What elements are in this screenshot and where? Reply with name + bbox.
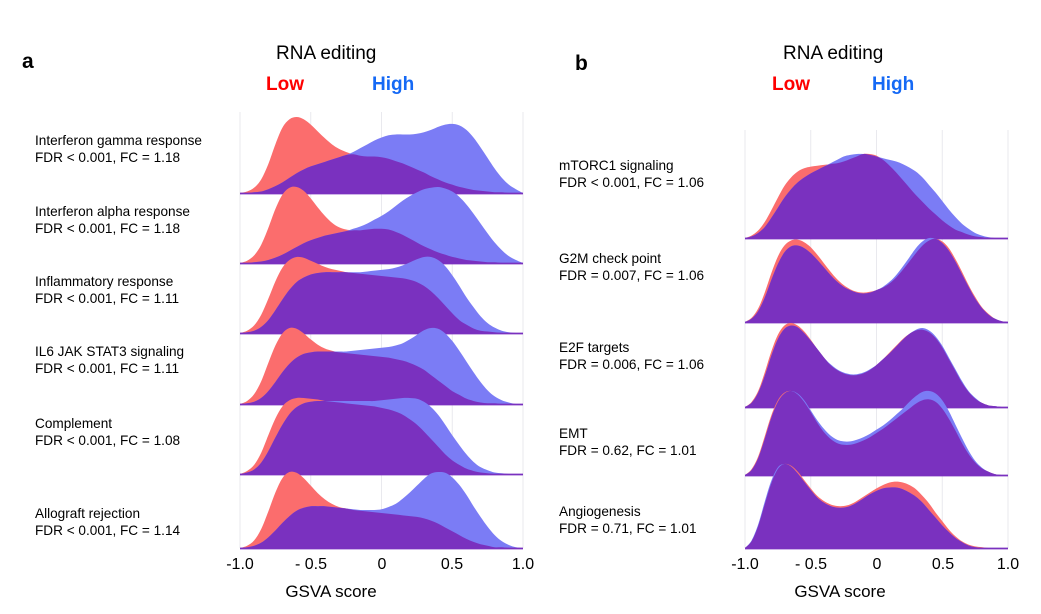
panel-b-legend-title: RNA editing <box>783 43 884 64</box>
panel-a-x-axis-label: GSVA score <box>285 582 377 601</box>
row-name: Inflammatory response <box>35 274 174 289</box>
row-label-4: Angiogenesis FDR = 0.71, FC = 1.01 <box>559 503 697 537</box>
panel-b-letter: b <box>575 52 588 75</box>
panel-a: a RNA editing Low High Interferon gamma … <box>22 43 535 601</box>
density-overlap <box>240 154 523 194</box>
ridge-1 <box>240 186 523 265</box>
panel-a-legend-high: High <box>372 74 415 95</box>
row-stats: FDR < 0.001, FC = 1.08 <box>35 433 181 448</box>
row-stats: FDR < 0.001, FC = 1.14 <box>35 523 181 538</box>
x-tick-1: - 0.5 <box>794 556 828 573</box>
row-name: EMT <box>559 426 588 441</box>
density-overlap <box>240 228 523 264</box>
row-name: IL6 JAK STAT3 signaling <box>35 344 185 359</box>
row-stats: FDR = 0.007, FC = 1.06 <box>559 268 705 283</box>
ridge-5 <box>240 471 523 550</box>
panel-a-legend-low: Low <box>266 74 304 95</box>
panel-b-legend-high: High <box>872 74 915 95</box>
row-name: E2F targets <box>559 340 630 355</box>
row-stats: FDR < 0.001, FC = 1.11 <box>35 291 180 306</box>
density-overlap <box>745 153 1008 239</box>
row-stats: FDR = 0.006, FC = 1.06 <box>559 357 705 372</box>
x-tick-3: 0.5 <box>440 556 464 573</box>
row-label-2: Inflammatory response FDR < 0.001, FC = … <box>35 273 179 307</box>
row-stats: FDR < 0.001, FC = 1.06 <box>559 175 705 190</box>
ridge-4 <box>240 397 523 476</box>
ridge-0 <box>745 153 1008 240</box>
row-label-4: Complement FDR < 0.001, FC = 1.08 <box>35 415 180 449</box>
row-label-2: E2F targets FDR = 0.006, FC = 1.06 <box>559 339 704 373</box>
ridge-2 <box>745 323 1008 409</box>
panel-a-ridgeline-chart <box>239 112 524 550</box>
density-overlap <box>745 463 995 549</box>
row-name: Allograft rejection <box>35 506 141 521</box>
row-name: Interferon alpha response <box>35 204 190 219</box>
row-label-1: G2M check point FDR = 0.007, FC = 1.06 <box>559 250 704 284</box>
row-name: mTORC1 signaling <box>559 158 674 173</box>
row-stats: FDR = 0.71, FC = 1.01 <box>559 521 697 536</box>
x-tick-4: 1.0 <box>511 556 535 573</box>
panel-b-legend-low: Low <box>772 74 810 95</box>
row-label-3: IL6 JAK STAT3 signaling FDR < 0.001, FC … <box>35 343 184 377</box>
ridge-0 <box>240 117 523 195</box>
density-overlap <box>240 400 523 475</box>
ridge-1 <box>745 237 1008 324</box>
ridge-4 <box>745 463 1008 550</box>
row-label-1: Interferon alpha response FDR < 0.001, F… <box>35 203 190 237</box>
density-overlap <box>240 351 523 405</box>
row-label-0: mTORC1 signaling FDR < 0.001, FC = 1.06 <box>559 157 704 191</box>
panel-b: b RNA editing Low High mTORC1 signaling … <box>540 0 1041 614</box>
row-name: Interferon gamma response <box>35 133 202 148</box>
row-stats: FDR < 0.001, FC = 1.18 <box>35 221 181 236</box>
row-name: G2M check point <box>559 251 661 266</box>
x-tick-2: 0 <box>377 556 387 573</box>
row-name: Angiogenesis <box>559 504 641 519</box>
density-overlap <box>745 325 1008 408</box>
x-tick-1: - 0.5 <box>294 556 328 573</box>
panel-b-ridgeline-chart <box>744 130 1009 550</box>
x-tick-4: 1.0 <box>996 556 1020 573</box>
density-overlap <box>745 390 1008 476</box>
x-tick-2: 0 <box>872 556 882 573</box>
panel-b-x-axis-label: GSVA score <box>794 582 886 601</box>
x-tick-3: 0.5 <box>931 556 955 573</box>
row-name: Complement <box>35 416 113 431</box>
row-stats: FDR = 0.62, FC = 1.01 <box>559 443 697 458</box>
ridge-2 <box>240 256 523 335</box>
row-label-3: EMT FDR = 0.62, FC = 1.01 <box>559 425 697 459</box>
row-label-5: Allograft rejection FDR < 0.001, FC = 1.… <box>35 505 180 539</box>
ridge-3 <box>745 390 1008 477</box>
row-stats: FDR < 0.001, FC = 1.11 <box>35 361 180 376</box>
density-overlap <box>240 506 523 549</box>
row-label-0: Interferon gamma response FDR < 0.001, F… <box>35 132 202 166</box>
panel-a-legend-title: RNA editing <box>276 43 377 64</box>
density-overlap <box>745 238 1008 322</box>
x-tick-0: -1.0 <box>226 556 254 573</box>
density-overlap <box>240 272 523 334</box>
row-stats: FDR < 0.001, FC = 1.18 <box>35 150 181 165</box>
x-tick-0: -1.0 <box>731 556 759 573</box>
panel-a-letter: a <box>22 50 34 73</box>
